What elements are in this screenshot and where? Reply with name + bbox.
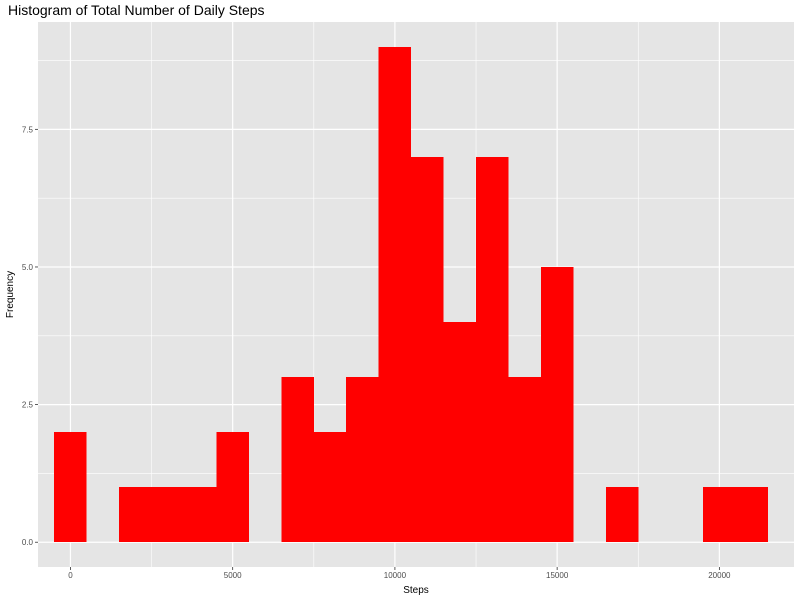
y-axis-ticks: 0.0 2.5 5.0 7.5 (22, 125, 38, 547)
histogram-bar (411, 156, 444, 543)
histogram-bar (184, 487, 217, 543)
histogram-bar (54, 432, 87, 543)
chart-title: Histogram of Total Number of Daily Steps (8, 2, 265, 18)
histogram-bar (508, 377, 541, 543)
histogram-bar (605, 487, 639, 543)
y-tick-label: 5.0 (22, 263, 34, 272)
x-tick-label: 5000 (224, 571, 242, 580)
histogram-bar (216, 432, 249, 543)
y-axis-title: Frequency (5, 271, 16, 318)
histogram-bar (119, 487, 152, 543)
x-axis-title: Steps (403, 585, 429, 596)
histogram-bar (281, 377, 314, 543)
y-tick-label: 0.0 (22, 538, 34, 547)
histogram-bar (540, 266, 574, 543)
histogram-bar (151, 487, 185, 543)
x-tick-label: 20000 (708, 571, 731, 580)
x-tick-label: 15000 (546, 571, 569, 580)
x-tick-label: 10000 (384, 571, 407, 580)
histogram-bars (54, 46, 769, 543)
histogram-bar (443, 322, 477, 543)
y-tick-label: 7.5 (22, 125, 34, 134)
x-tick-label: 0 (68, 571, 73, 580)
histogram-bar (313, 432, 347, 543)
x-axis-ticks: 0 5000 10000 15000 20000 (68, 567, 731, 580)
histogram-bar (378, 46, 412, 543)
histogram-bar (476, 156, 509, 543)
y-tick-label: 2.5 (22, 401, 34, 410)
histogram-bar (703, 487, 736, 543)
histogram-bar (735, 487, 769, 543)
histogram-bar (346, 377, 379, 543)
